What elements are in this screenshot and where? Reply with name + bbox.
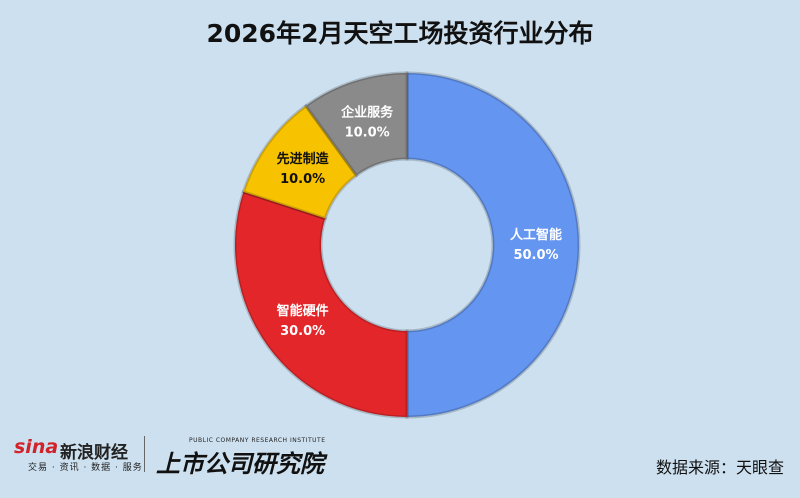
sina-finance-name: 新浪财经 <box>60 443 128 463</box>
sina-tagline: 交易 · 资讯 · 数据 · 服务 <box>28 463 143 473</box>
slice-value-2: 10.0% <box>280 172 325 187</box>
research-institute-en: PUBLIC COMPANY RESEARCH INSTITUTE <box>189 437 326 444</box>
slice-value-1: 30.0% <box>280 324 325 339</box>
logo-divider <box>144 436 145 472</box>
slice-label-1: 智能硬件 <box>277 303 329 319</box>
research-institute-logo: 上市公司研究院 <box>156 449 324 478</box>
slice-label-0: 人工智能 <box>510 227 562 243</box>
slice-label-2: 先进制造 <box>277 151 330 167</box>
footer-logos: sina 新浪财经 交易 · 资讯 · 数据 · 服务 PUBLIC COMPA… <box>14 436 434 478</box>
sina-logo: sina <box>14 436 59 458</box>
slice-value-3: 10.0% <box>345 125 390 140</box>
slice-2 <box>241 103 359 221</box>
chart-title: 2026年2月天空工场投资行业分布 <box>206 19 594 48</box>
slice-label-3: 企业服务 <box>340 104 394 120</box>
slice-0 <box>405 71 581 419</box>
data-source: 数据来源：天眼查 <box>655 458 784 477</box>
slice-1 <box>233 189 409 419</box>
slice-value-0: 50.0% <box>513 248 558 263</box>
slice-3 <box>303 71 409 178</box>
